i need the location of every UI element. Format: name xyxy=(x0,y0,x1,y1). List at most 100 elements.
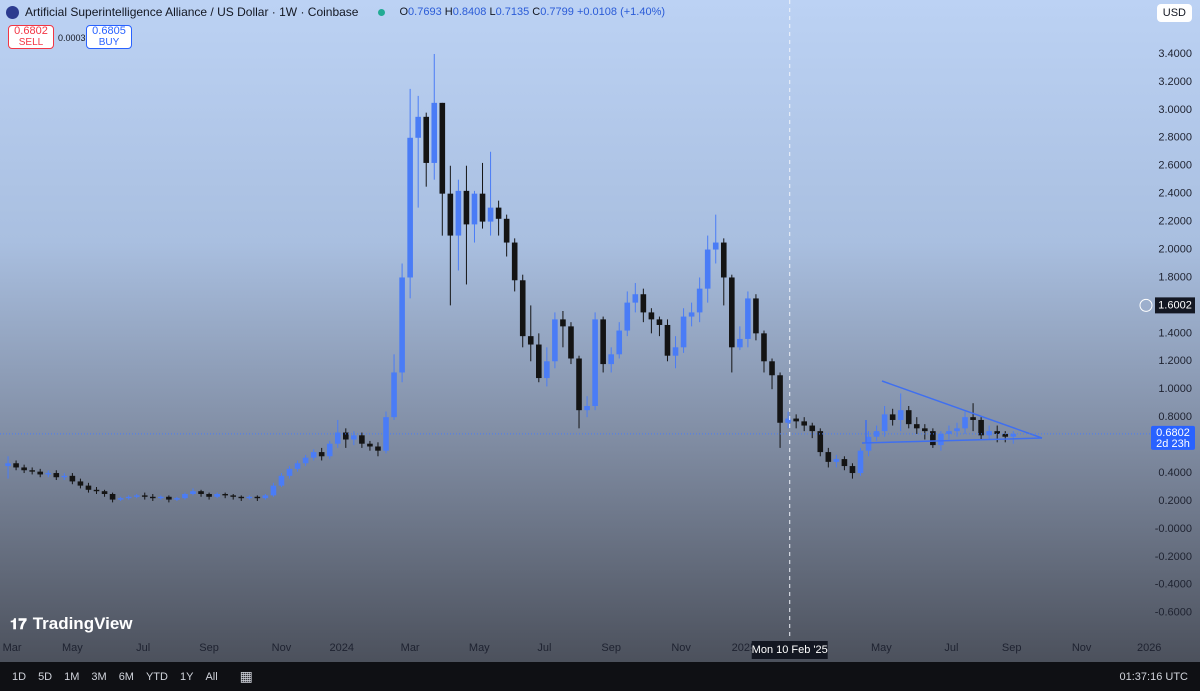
candle-body xyxy=(825,452,832,462)
ohlc: O0.7693 H0.8408 L0.7135 C0.7799 +0.0108 … xyxy=(399,6,665,18)
candle-body xyxy=(93,489,100,492)
x-tick-label: May xyxy=(62,642,83,654)
candle-body xyxy=(922,428,928,432)
candle-body xyxy=(407,137,413,278)
ohlc-value: 0.8408 xyxy=(452,6,487,18)
y-tick-label: 3.4000 xyxy=(1158,48,1192,60)
candle-body xyxy=(664,324,671,356)
candle-body xyxy=(544,361,550,379)
crosshair-add-icon xyxy=(1139,298,1153,312)
range-group: 1D 5D 1M 3M 6M YTD 1Y All xyxy=(0,671,218,683)
candle-body xyxy=(133,495,140,497)
candle-body xyxy=(447,193,454,236)
x-tick-label: May xyxy=(871,642,892,654)
x-tick-label: Sep xyxy=(1002,642,1022,654)
candle-body xyxy=(696,288,703,313)
candle-body xyxy=(246,496,253,499)
sell-label: SELL xyxy=(18,37,44,48)
candle-body xyxy=(712,242,719,250)
candle-body xyxy=(190,491,196,494)
range-button[interactable]: 1Y xyxy=(179,670,194,683)
y-tick-label: 2.4000 xyxy=(1158,188,1192,200)
sell-button[interactable]: 0.6802 SELL xyxy=(8,25,54,49)
range-button[interactable]: All xyxy=(205,670,218,683)
logo: 𝟏𝟕 TradingView xyxy=(10,614,133,634)
candle-body xyxy=(198,491,204,494)
range-button[interactable]: YTD xyxy=(145,670,168,683)
candle-body xyxy=(278,475,285,486)
currency-selector[interactable]: USD xyxy=(1156,4,1192,22)
x-tick-label: 2024 xyxy=(330,642,354,654)
y-tick-label: 0.4000 xyxy=(1158,467,1192,479)
candle-body xyxy=(367,443,373,447)
candle-body xyxy=(753,298,759,334)
candle-body xyxy=(391,372,397,418)
candle-body xyxy=(905,410,912,425)
candle-body xyxy=(294,463,301,469)
range-button[interactable]: 1D xyxy=(12,670,27,683)
x-tick-label: Jul xyxy=(537,642,551,654)
buy-button[interactable]: 0.6805 BUY xyxy=(86,25,132,49)
candle-body xyxy=(45,473,52,475)
candle-body xyxy=(616,330,623,355)
change: +0.0108 (+1.40%) xyxy=(576,6,666,18)
candle-body xyxy=(61,475,68,478)
candle-body xyxy=(13,463,19,468)
candle-body xyxy=(962,417,968,429)
candle-body xyxy=(53,473,60,478)
ohlc-key: O xyxy=(399,6,409,18)
candle-body xyxy=(600,319,606,365)
candle-body xyxy=(29,470,35,472)
y-tick-label: 1.8000 xyxy=(1158,271,1192,283)
candle-body xyxy=(310,452,317,458)
candle-body xyxy=(230,495,237,497)
candle-body xyxy=(680,316,687,348)
candle-body xyxy=(125,496,132,499)
candle-body xyxy=(1010,433,1017,437)
candle-body xyxy=(21,467,27,471)
candle-body xyxy=(479,193,486,222)
y-tick-label: 3.2000 xyxy=(1158,76,1192,88)
candle-body xyxy=(560,319,566,327)
trendlines xyxy=(861,380,1043,444)
x-tick-label: 2026 xyxy=(1137,642,1161,654)
last-price-badge xyxy=(1151,425,1195,450)
candle-body xyxy=(737,338,743,348)
range-button[interactable]: 6M xyxy=(118,670,134,683)
candle-body xyxy=(5,463,11,467)
candle-body xyxy=(109,493,116,500)
candle-body xyxy=(729,277,735,348)
candle-body xyxy=(527,336,534,345)
candle-body xyxy=(648,312,655,320)
trendline-lower xyxy=(861,437,1043,444)
sell-price: 0.6802 xyxy=(14,25,48,37)
range-button[interactable]: 1M xyxy=(64,670,80,683)
candle-body xyxy=(672,347,679,356)
candle-body xyxy=(262,495,269,499)
candle-body xyxy=(206,493,212,497)
candle-body xyxy=(423,116,430,163)
candle-body xyxy=(149,496,156,499)
range-button[interactable]: 3M xyxy=(91,670,107,683)
candle-body xyxy=(455,190,462,236)
candle-body xyxy=(656,319,663,325)
candle-body xyxy=(286,468,293,476)
candle-body xyxy=(326,443,333,457)
range-button[interactable]: 5D xyxy=(38,670,53,683)
x-tick-label: Sep xyxy=(601,642,621,654)
candle-body xyxy=(793,418,799,422)
candle-body xyxy=(487,207,494,222)
buy-price: 0.6805 xyxy=(92,25,126,37)
candle-body xyxy=(913,424,920,429)
candle-body xyxy=(182,493,188,499)
candle-body xyxy=(383,417,389,451)
logo-icon: 𝟏𝟕 xyxy=(10,615,27,633)
ohlc-value: 0.7799 xyxy=(540,6,574,18)
candle-body xyxy=(495,207,502,219)
candle-body xyxy=(857,450,864,474)
date-range-icon[interactable]: ▦ xyxy=(239,668,253,684)
spread: 0.0003 xyxy=(58,33,86,43)
symbol-title[interactable]: Artificial Superintelligence Alliance / … xyxy=(25,5,359,19)
